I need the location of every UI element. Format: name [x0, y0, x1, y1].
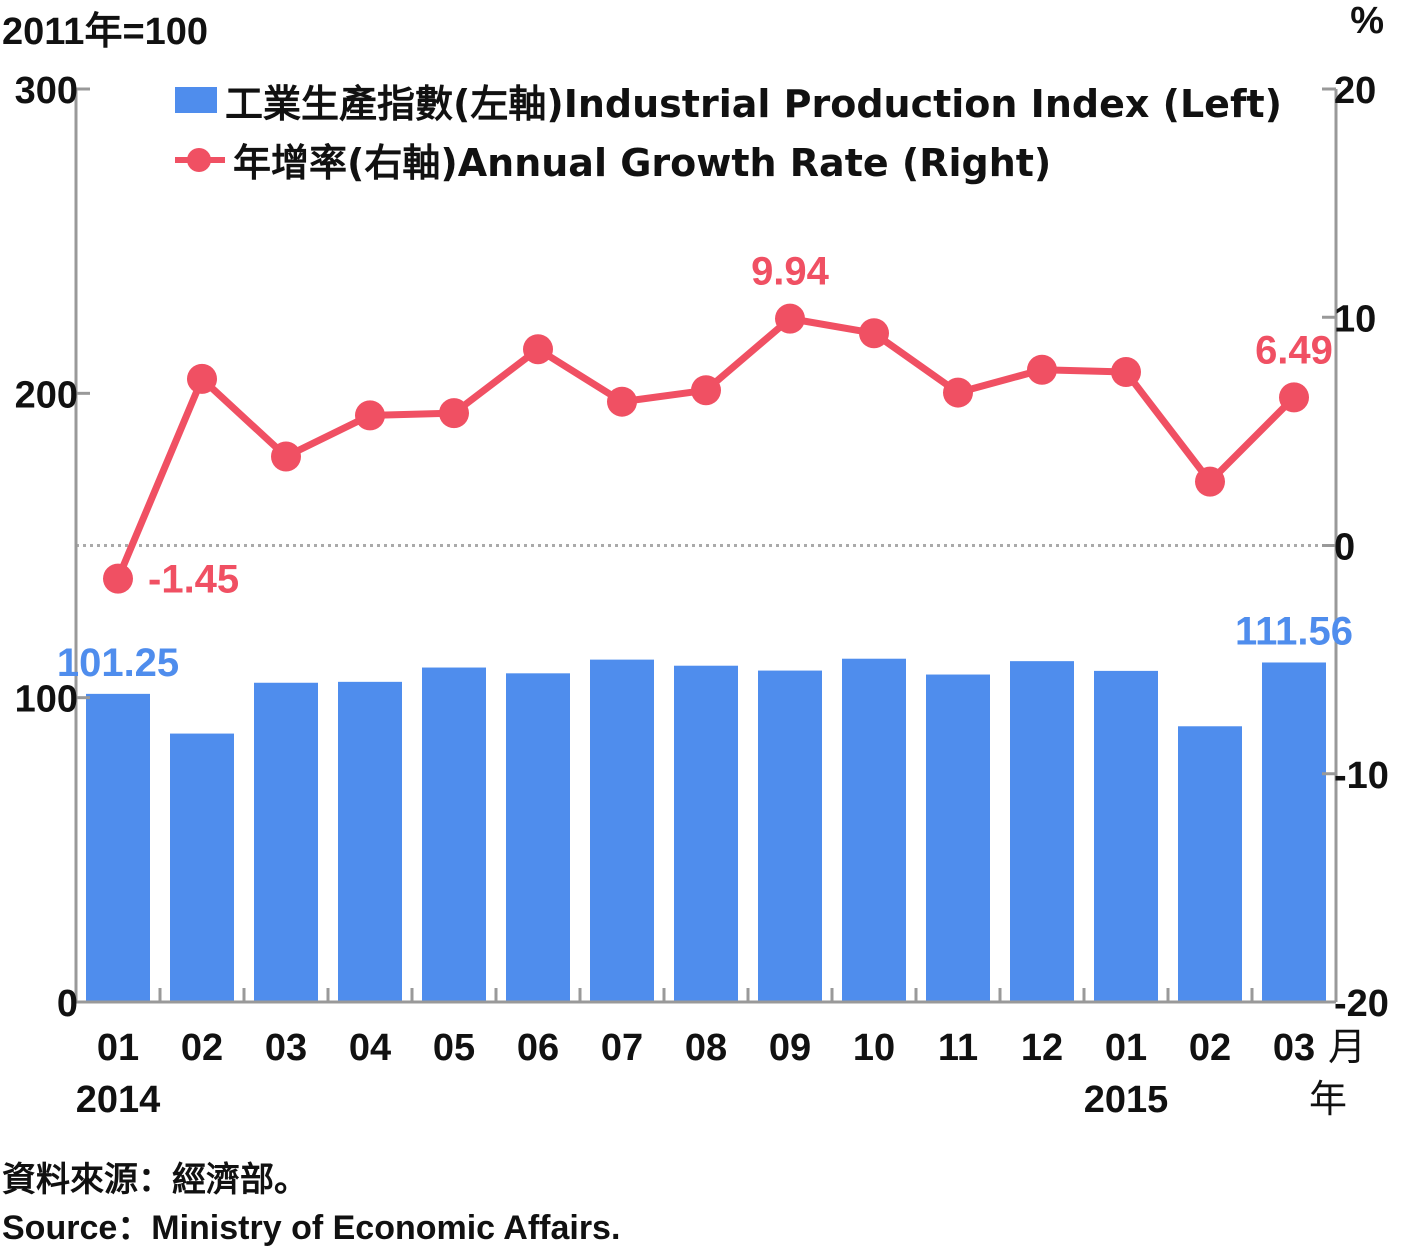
- legend-label-line: 年增率(右軸)Annual Growth Rate (Right): [233, 140, 1052, 185]
- x-tick-label-8: 09: [769, 1027, 811, 1069]
- bar-7: [674, 665, 738, 1002]
- left-tick-label-100: 100: [15, 679, 78, 721]
- bar-14: [1262, 662, 1326, 1002]
- legend-item-line: 年增率(右軸)Annual Growth Rate (Right): [175, 135, 1051, 185]
- x-tick-label-4: 05: [433, 1027, 475, 1069]
- growth-point-13: [1195, 466, 1225, 497]
- bar-2: [254, 682, 318, 1002]
- growth-point-1: [187, 363, 217, 394]
- x-year-label-2014: 2014: [76, 1079, 161, 1121]
- x-year-unit-label: 年: [1309, 1077, 1347, 1121]
- growth-point-5: [523, 334, 553, 365]
- bar-4: [422, 667, 486, 1002]
- x-tick-label-9: 10: [853, 1027, 895, 1069]
- x-tick-label-5: 06: [517, 1027, 559, 1069]
- line-data-label-14: 6.49: [1255, 328, 1333, 372]
- x-tick-label-14: 03: [1273, 1027, 1315, 1069]
- right-tick-label-20: 20: [1334, 70, 1376, 112]
- right-tick-label-0: 0: [1334, 527, 1355, 569]
- left-tick-label-300: 300: [15, 70, 78, 112]
- left-tick-label-0: 0: [57, 983, 78, 1025]
- line-data-label-0: -1.45: [148, 558, 239, 602]
- x-tick-label-1: 02: [181, 1027, 223, 1069]
- bar-data-label-14: 111.56: [1235, 609, 1353, 653]
- bar-12: [1094, 670, 1158, 1002]
- x-tick-label-10: 11: [938, 1027, 978, 1069]
- bar-9: [842, 658, 906, 1002]
- x-tick-label-2: 03: [265, 1027, 307, 1069]
- bars-group: [86, 658, 1326, 1002]
- growth-point-6: [607, 386, 637, 417]
- bar-8: [758, 670, 822, 1002]
- line-data-label-8: 9.94: [751, 250, 830, 294]
- x-tick-label-3: 04: [349, 1027, 391, 1069]
- legend-item-bar: 工業生產指數(左軸)Industrial Production Index (L…: [175, 76, 1282, 126]
- bar-6: [590, 659, 654, 1002]
- left-axis-unit: 2011年=100: [2, 11, 209, 53]
- bar-1: [170, 733, 234, 1002]
- x-year-label-2015: 2015: [1084, 1079, 1169, 1121]
- bar-0: [86, 693, 150, 1002]
- growth-point-9: [859, 318, 889, 349]
- source-note-en: Source：Ministry of Economic Affairs.: [2, 1209, 621, 1247]
- right-axis-unit: %: [1350, 0, 1384, 42]
- x-tick-label-6: 07: [601, 1027, 643, 1069]
- growth-point-3: [355, 400, 385, 431]
- growth-point-12: [1111, 357, 1141, 388]
- growth-point-14: [1279, 382, 1309, 413]
- x-tick-label-13: 02: [1189, 1027, 1231, 1069]
- bar-5: [506, 673, 570, 1002]
- left-tick-label-200: 200: [15, 374, 78, 416]
- legend-swatch-bar: [175, 87, 217, 113]
- bar-11: [1010, 661, 1074, 1002]
- x-tick-label-0: 01: [97, 1027, 139, 1069]
- growth-point-11: [1027, 354, 1057, 385]
- bar-10: [926, 674, 990, 1002]
- growth-point-2: [271, 441, 301, 472]
- right-tick-label-10: 10: [1334, 298, 1376, 340]
- x-tick-label-7: 08: [685, 1027, 727, 1069]
- bar-data-label-0: 101.25: [57, 641, 179, 685]
- growth-point-7: [691, 375, 721, 406]
- source-note-zh: 資料來源：經濟部。: [2, 1160, 308, 1200]
- growth-point-4: [439, 398, 469, 429]
- right-tick-label--20: -20: [1334, 983, 1389, 1025]
- growth-point-8: [775, 303, 805, 334]
- bar-3: [338, 681, 402, 1002]
- growth-point-0: [103, 563, 133, 594]
- growth-point-10: [943, 377, 973, 408]
- labels-group: 101.25 111.56 -1.45 9.94 6.49: [57, 250, 1353, 685]
- legend-swatch-line: [175, 146, 225, 172]
- x-tick-label-12: 01: [1105, 1027, 1147, 1069]
- legend-label-bar: 工業生產指數(左軸)Industrial Production Index (L…: [225, 81, 1283, 126]
- right-tick-label--10: -10: [1334, 755, 1389, 797]
- x-month-unit-label: 月: [1328, 1025, 1366, 1069]
- growth-line-group: [103, 303, 1309, 594]
- x-tick-label-11: 12: [1021, 1027, 1063, 1069]
- bar-13: [1178, 726, 1242, 1002]
